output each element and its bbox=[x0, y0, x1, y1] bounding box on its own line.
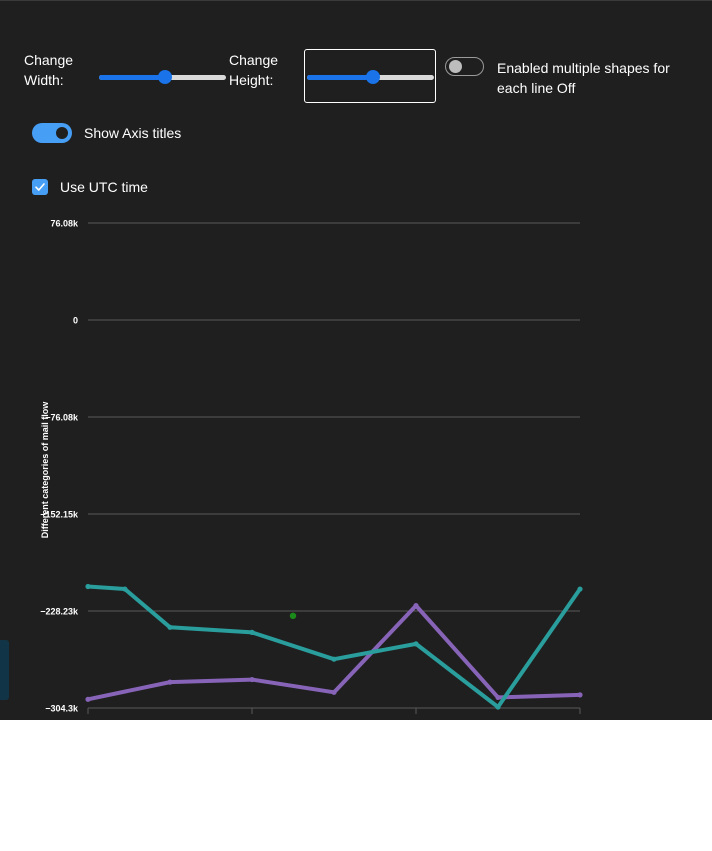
y-tick-label: −304.3k bbox=[45, 704, 79, 714]
axis-titles-label: Show Axis titles bbox=[84, 125, 182, 141]
stray-data-point bbox=[289, 612, 297, 620]
line-chart: 76.08k 0 −76.08k −152.15k −228.23k −304.3k Di… bbox=[40, 219, 583, 714]
width-label: Change Width: bbox=[24, 52, 74, 88]
series-2-point bbox=[167, 624, 173, 630]
toggle-knob bbox=[56, 127, 68, 139]
toggle-knob bbox=[449, 60, 462, 73]
multiple-shapes-toggle[interactable] bbox=[445, 57, 484, 76]
series-1-point bbox=[577, 692, 583, 698]
side-panel-tab[interactable] bbox=[0, 640, 9, 700]
utc-checkbox[interactable] bbox=[32, 179, 48, 195]
y-tick-label: 76.08k bbox=[50, 219, 79, 229]
top-divider bbox=[0, 0, 712, 1]
width-slider-thumb[interactable] bbox=[158, 70, 172, 84]
axis-titles-toggle[interactable] bbox=[32, 123, 72, 143]
series-2-point bbox=[495, 704, 501, 710]
series-1-point bbox=[331, 689, 337, 695]
height-label: Change Height: bbox=[229, 52, 279, 88]
series-2-point bbox=[331, 656, 337, 662]
y-tick-label: −228.23k bbox=[40, 607, 79, 617]
series-1-point bbox=[495, 694, 501, 701]
y-axis-title: Different categories of mail flow bbox=[40, 401, 50, 539]
utc-label: Use UTC time bbox=[60, 179, 148, 195]
checkmark-icon bbox=[35, 183, 45, 191]
series-2-point bbox=[249, 629, 255, 635]
height-slider[interactable] bbox=[307, 67, 434, 87]
width-slider[interactable] bbox=[99, 67, 226, 87]
width-slider-fill bbox=[99, 75, 165, 80]
series-1-point bbox=[413, 603, 419, 609]
y-tick-label: −76.08k bbox=[45, 413, 79, 423]
series-1-point bbox=[249, 676, 255, 683]
height-slider-thumb[interactable] bbox=[366, 70, 380, 84]
chart-panel: Change Width: Change Height: Enabled mul… bbox=[0, 0, 712, 720]
height-slider-fill bbox=[307, 75, 373, 80]
series-1-point bbox=[85, 696, 91, 702]
series-2-point bbox=[413, 641, 419, 647]
series-2-point bbox=[85, 583, 91, 590]
y-tick-label: 0 bbox=[73, 316, 78, 326]
y-tick-label: −152.15k bbox=[40, 510, 79, 520]
multiple-shapes-label: Enabled multiple shapes for each line Of… bbox=[497, 60, 670, 96]
series-2-point bbox=[577, 586, 583, 592]
series-1-point bbox=[167, 679, 173, 685]
series-2-point bbox=[122, 586, 128, 592]
height-slider-focus-ring bbox=[304, 49, 436, 103]
series-line-2 bbox=[86, 584, 582, 709]
